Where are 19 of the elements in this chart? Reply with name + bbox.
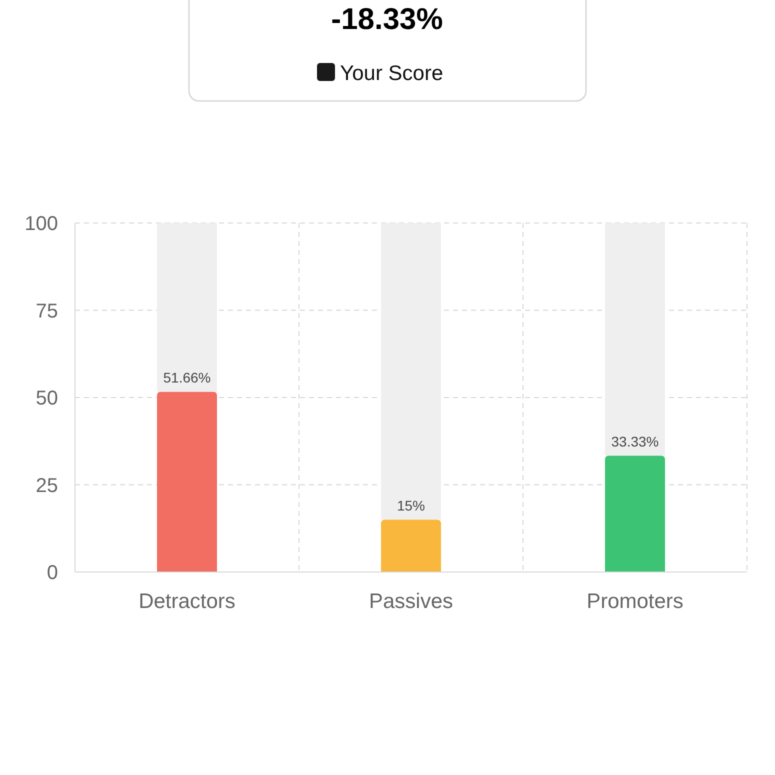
- x-tick-label: Passives: [368, 590, 454, 613]
- data-label: 33.33%: [611, 434, 659, 450]
- bar: [157, 223, 217, 392]
- bar: [157, 392, 217, 572]
- y-tick-label: 50: [36, 388, 58, 410]
- bar: [381, 223, 441, 520]
- bar: [381, 520, 441, 572]
- y-tick-label: 0: [46, 562, 58, 584]
- text: -18.33%: [331, 3, 443, 36]
- data-label: 51.66%: [163, 370, 211, 386]
- y-tick-label: 25: [36, 474, 58, 497]
- x-tick-label: Detractors: [138, 590, 236, 613]
- y-tick-label: 75: [36, 300, 58, 322]
- x-tick-label: Promoters: [586, 590, 684, 613]
- y-tick-label: 100: [24, 213, 58, 235]
- bar: [605, 456, 665, 572]
- bar: [605, 223, 665, 456]
- data-label: 15%: [396, 498, 426, 514]
- text: Your Score: [340, 62, 444, 85]
